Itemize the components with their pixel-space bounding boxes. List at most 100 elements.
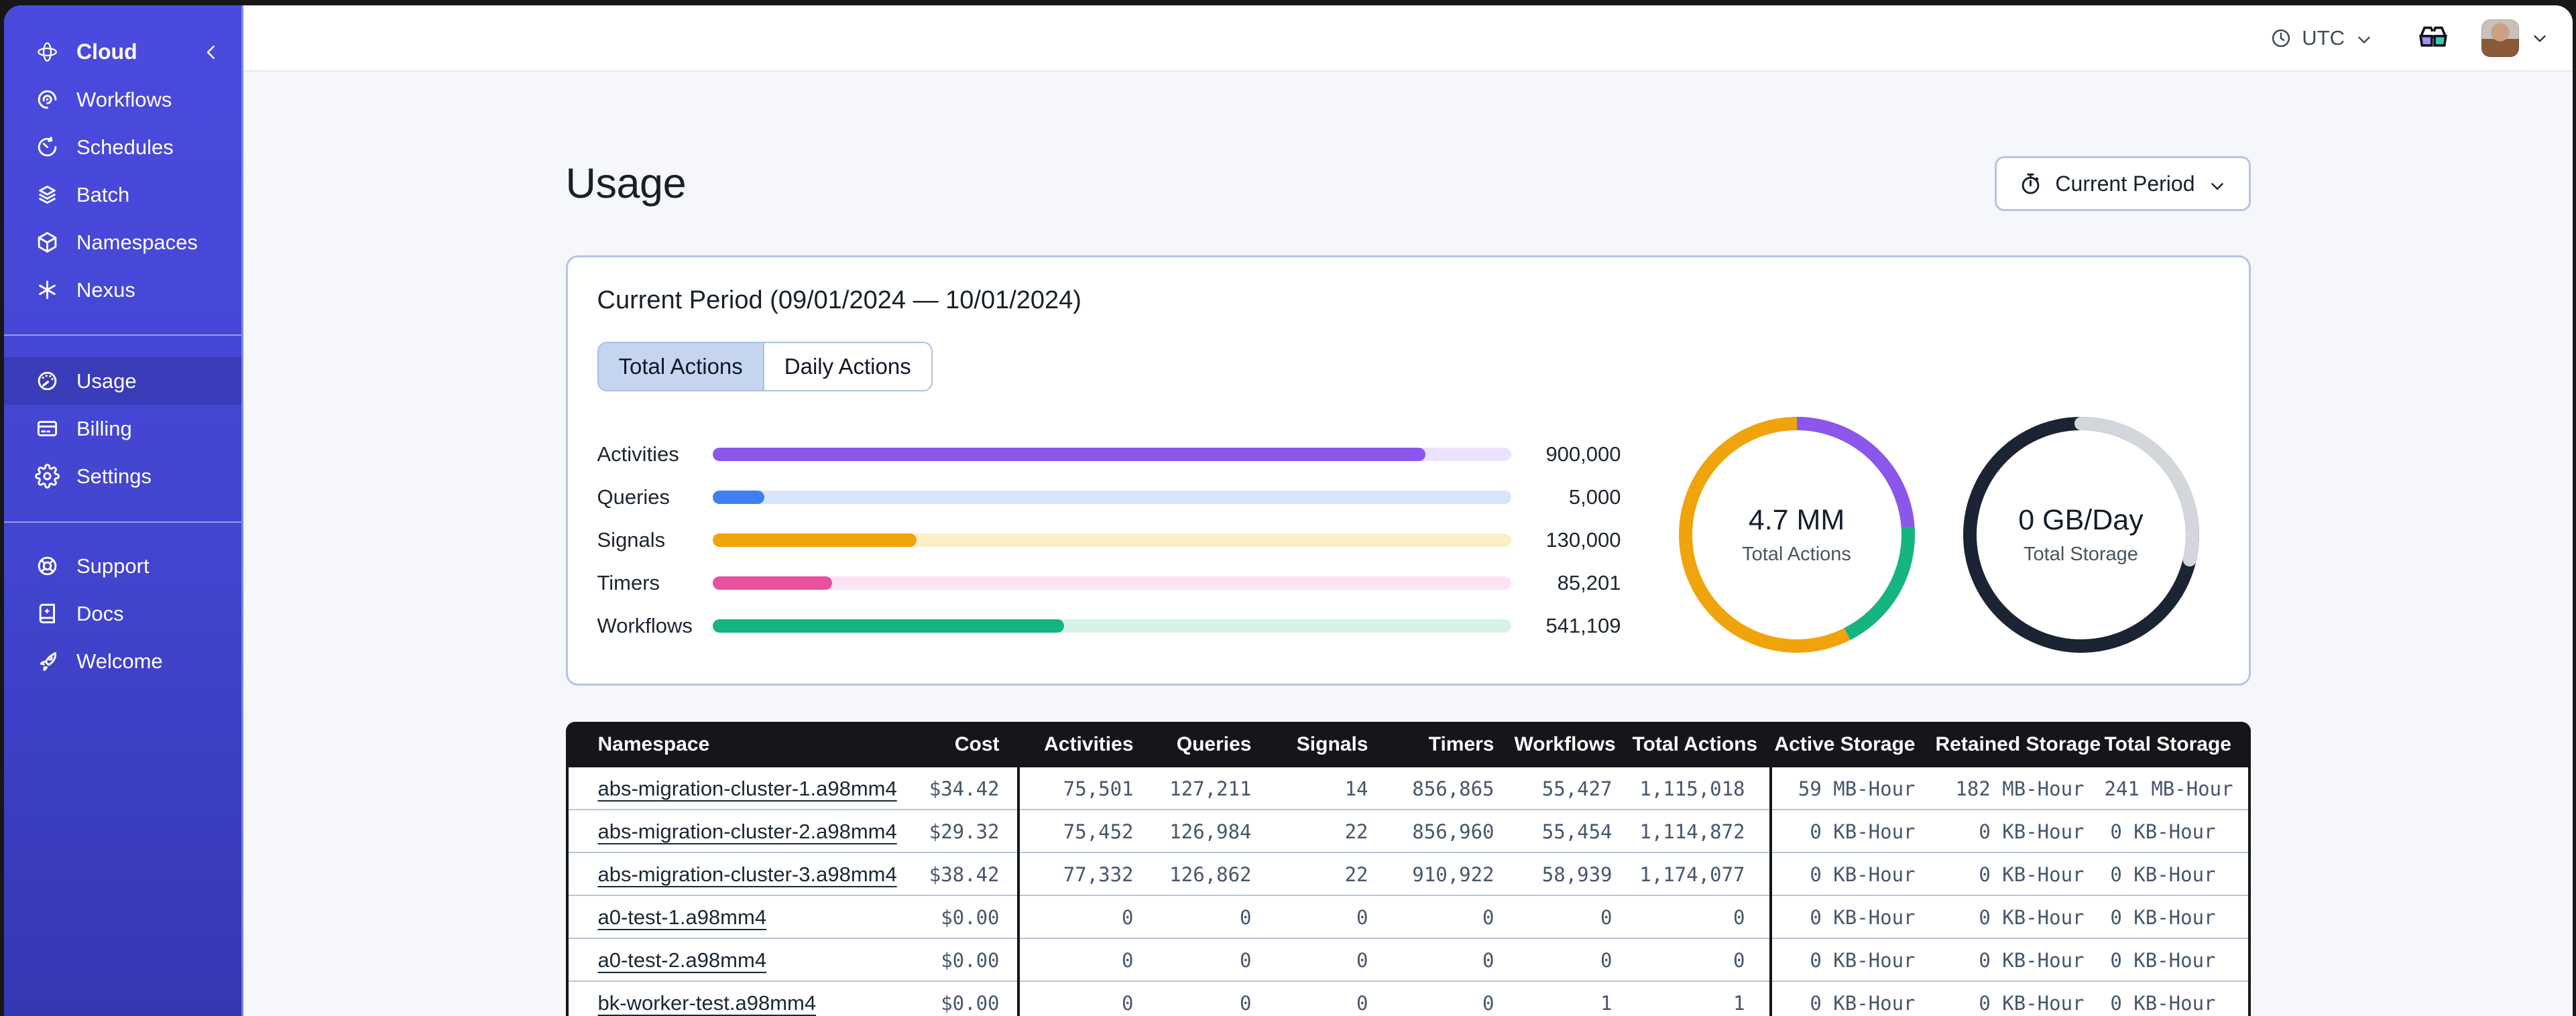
value-cell: $0.00 [941,949,1000,972]
column-header-signals: Signals [1296,733,1368,755]
bar-track [712,491,1511,504]
tab-total-actions[interactable]: Total Actions [598,343,763,390]
value-cell: 1 [1600,992,1613,1015]
value-cell: $0.00 [941,906,1000,929]
nexus-icon [35,277,60,302]
value-cell: 0 KB-Hour [1810,863,1916,886]
namespace-link[interactable]: a0-test-1.a98mm4 [597,905,767,929]
value-cell: 0 [1482,949,1495,972]
value-cell: 0 KB-Hour [1979,906,2085,929]
column-header-workflows: Workflows [1514,733,1616,755]
column-divider [1016,982,1020,1016]
value-cell: 59 MB-Hour [1798,777,1916,800]
sidebar-item-label: Workflows [76,87,172,111]
value-cell: 0 KB-Hour [1979,820,2085,843]
content-area: Usage Current Period Current Period (09/… [243,72,2573,1016]
column-divider [1769,810,1772,853]
sidebar-item-label: Billing [76,416,132,440]
namespace-cell: abs-migration-cluster-1.a98mm4 [569,777,897,801]
main-area: UTC Usage Current Period [243,5,2573,1016]
timezone-label: UTC [2302,25,2345,50]
value-cell: 0 KB-Hour [1810,949,1916,972]
namespace-cell: bk-worker-test.a98mm4 [569,991,874,1015]
value-cell: 55,454 [1541,820,1613,843]
user-menu-chevron-down-icon[interactable] [2530,28,2550,48]
usage-summary-card: Current Period (09/01/2024 — 10/01/2024)… [565,255,2251,686]
bar-label: Workflows [597,614,693,637]
actions-tab-group: Total Actions Daily Actions [597,342,933,391]
donut-label: Total Actions [1742,544,1851,565]
namespace-cell: a0-test-1.a98mm4 [569,905,874,930]
sidebar-item-nexus[interactable]: Nexus [4,266,241,314]
namespace-link[interactable]: bk-worker-test.a98mm4 [597,991,817,1015]
namespace-link[interactable]: abs-migration-cluster-3.a98mm4 [597,863,897,886]
sidebar-item-billing[interactable]: Billing [4,405,241,452]
column-header-namespace: Namespace [597,733,710,755]
value-cell: 1,115,018 [1639,777,1745,800]
docs-book-icon [35,601,60,626]
sidebar-item-welcome[interactable]: Welcome [4,637,241,685]
value-cell: 0 [1240,992,1252,1015]
clock-icon [2270,27,2292,50]
bar-track [712,533,1511,547]
period-dropdown-button[interactable]: Current Period [1995,156,2251,211]
column-header-queries: Queries [1176,733,1252,755]
tab-daily-actions[interactable]: Daily Actions [762,343,931,390]
sidebar-collapse-button[interactable] [201,42,221,62]
value-cell: 0 KB-Hour [1810,820,1916,843]
namespace-usage-table: Namespace Cost Activities Queries Signals Tim… [565,722,2251,1016]
brand-label: Cloud [76,40,137,64]
actions-bar-chart: Activities 900,000 Queries 5,000 Signals 1… [597,433,1621,653]
temporal-logo-icon [35,40,60,64]
value-cell: 0 [1600,906,1613,929]
sidebar-item-batch[interactable]: Batch [4,171,241,218]
avatar[interactable] [2481,19,2519,57]
bar-fill [712,448,1426,461]
value-cell: 0 [1600,949,1613,972]
value-cell: 14 [1344,777,1368,800]
donut-value: 4.7 MM [1748,504,1845,536]
sidebar-item-docs[interactable]: Docs [4,590,241,637]
app-window: Cloud Workflows Schedules Batch Namespac… [4,5,2573,1016]
sidebar-item-workflows[interactable]: Workflows [4,76,241,123]
value-cell: $0.00 [941,992,1000,1015]
bar-fill [712,533,917,547]
column-divider [1769,767,1772,810]
sidebar-item-schedules[interactable]: Schedules [4,123,241,171]
column-divider [1016,939,1020,982]
value-cell: 0 KB-Hour [2110,820,2216,843]
namespace-link[interactable]: abs-migration-cluster-1.a98mm4 [597,777,897,800]
value-cell: 0 KB-Hour [2110,906,2216,929]
sidebar-brand: Cloud [4,28,241,76]
bar-fill [712,491,764,504]
sidebar-item-namespaces[interactable]: Namespaces [4,218,241,266]
namespace-link[interactable]: abs-migration-cluster-2.a98mm4 [597,820,897,843]
bar-value: 900,000 [1545,442,1621,466]
sidebar-item-settings[interactable]: Settings [4,452,241,500]
sidebar-item-support[interactable]: Support [4,542,241,590]
table-row: abs-migration-cluster-1.a98mm4 $34.42 75,5… [568,767,2248,810]
column-divider [1016,896,1020,939]
timezone-selector[interactable]: UTC [2270,26,2374,50]
total-storage-donut: 0 GB/Day Total Storage [1963,417,2199,653]
value-cell: 856,960 [1412,820,1495,843]
value-cell: 22 [1344,863,1368,886]
value-cell: 910,922 [1412,863,1495,886]
sidebar-divider [4,521,241,523]
table-row: a0-test-2.a98mm4 $0.00 0 0 0 0 0 0 0 KB-Hour 0 KB… [568,939,2248,982]
bar-track [712,619,1511,633]
sidebar-item-usage[interactable]: Usage [4,357,241,405]
namespace-cell: abs-migration-cluster-3.a98mm4 [569,863,897,887]
page-title: Usage [565,160,687,207]
billing-card-icon [35,416,60,441]
column-divider [1769,939,1772,982]
namespace-link[interactable]: a0-test-2.a98mm4 [597,948,767,972]
value-cell: 0 [1122,906,1134,929]
glasses-icon[interactable] [2414,23,2452,53]
value-cell: 0 KB-Hour [2110,863,2216,886]
table-row: abs-migration-cluster-2.a98mm4 $29.32 75,4… [568,810,2248,853]
bar-label: Signals [597,528,666,552]
bar-value: 5,000 [1568,485,1621,509]
value-cell: $29.32 [929,820,1000,843]
bar-row-timers: Timers 85,201 [597,562,1621,605]
